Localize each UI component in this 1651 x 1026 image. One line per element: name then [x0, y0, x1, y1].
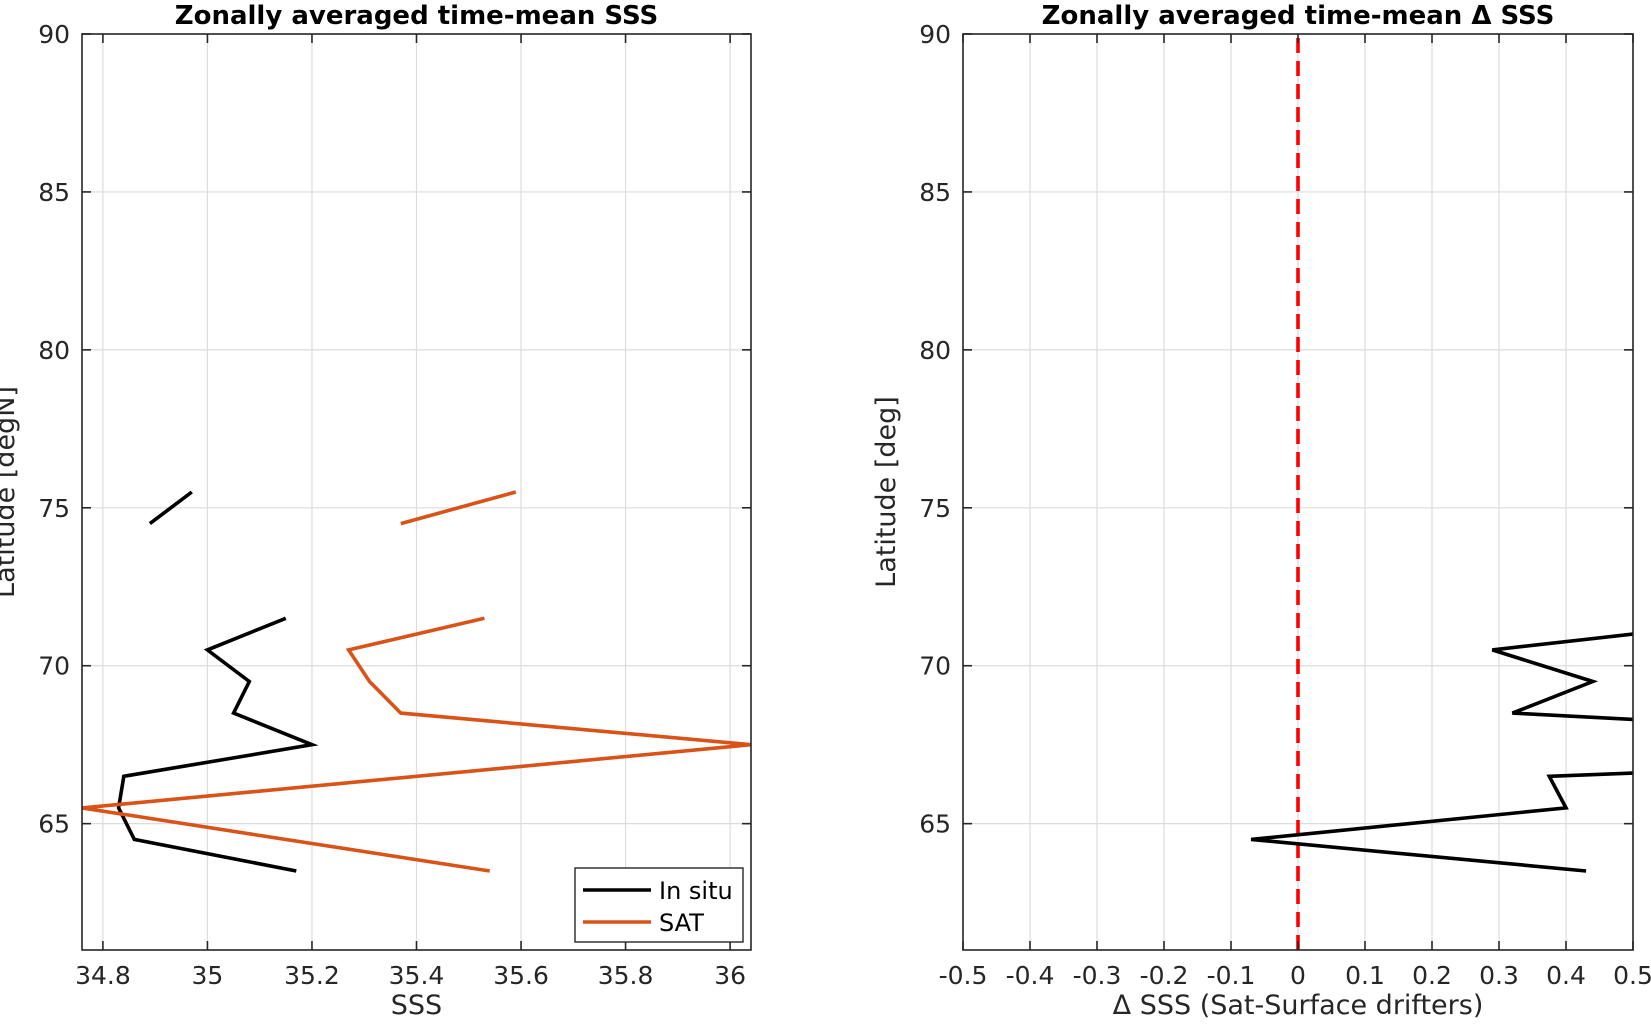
- legend-label-sat: SAT: [659, 909, 704, 937]
- left-x-tick-label: 34.8: [75, 961, 131, 990]
- left-y-tick-label: 90: [38, 20, 70, 49]
- left-series-sat-segment-0: [82, 616, 751, 873]
- right-x-tick-label: -0.5: [939, 961, 988, 990]
- right-x-tick-label: 0: [1290, 961, 1306, 990]
- right-x-tick-label: 0.2: [1412, 961, 1452, 990]
- right-x-axis-label: Δ SSS (Sat-Surface drifters): [1113, 990, 1484, 1021]
- legend-label-in-situ: In situ: [659, 877, 733, 905]
- right-y-tick-label: 90: [919, 20, 951, 49]
- left-x-tick-label: 35: [192, 961, 224, 990]
- left-legend: In situ SAT: [574, 867, 744, 943]
- left-legend-box: [574, 867, 744, 943]
- left-y-tick-label: 65: [38, 810, 70, 839]
- left-chart-title: Zonally averaged time-mean SSS: [175, 1, 659, 31]
- right-y-tick-label: 70: [919, 652, 951, 681]
- right-y-tick-label: 80: [919, 336, 951, 365]
- left-series-sat-segment-1: [400, 490, 517, 526]
- right-x-tick-label: -0.3: [1073, 961, 1122, 990]
- right-y-tick-label: 75: [919, 494, 951, 523]
- left-x-tick-label: 35.4: [389, 961, 445, 990]
- left-series-in-situ-segment-0: [116, 616, 319, 873]
- left-y-tick-label: 75: [38, 494, 70, 523]
- left-y-tick-label: 70: [38, 652, 70, 681]
- right-y-tick-label: 85: [919, 178, 951, 207]
- left-y-tick-label: 80: [38, 336, 70, 365]
- left-series-in-situ-segment-1: [148, 490, 193, 526]
- left-x-tick-label: 36: [714, 961, 746, 990]
- left-x-axis-label: SSS: [391, 990, 442, 1021]
- right-x-tick-label: -0.4: [1006, 961, 1055, 990]
- right-y-tick-label: 65: [919, 810, 951, 839]
- right-x-tick-label: 0.1: [1345, 961, 1385, 990]
- right-x-tick-label: -0.1: [1207, 961, 1256, 990]
- right-x-tick-label: -0.2: [1140, 961, 1189, 990]
- right-x-tick-label: 0.4: [1546, 961, 1586, 990]
- right-series-delta-sss-segment-1: [1491, 632, 1633, 722]
- left-x-tick-label: 35.2: [284, 961, 340, 990]
- left-x-tick-label: 35.8: [598, 961, 654, 990]
- right-chart-title: Zonally averaged time-mean Δ SSS: [1042, 1, 1555, 31]
- left-x-tick-label: 35.6: [493, 961, 549, 990]
- right-chart: -0.5 -0.4 -0.3 -0.2 -0.1 0 0.1 0.2 0.3 0.4 0.5 65 70…: [871, 1, 1651, 1021]
- right-y-axis-label: Latitude [deg]: [871, 396, 902, 588]
- right-series-delta-sss-segment-0: [1250, 771, 1633, 873]
- right-x-tick-label: 0.3: [1479, 961, 1519, 990]
- left-chart: 34.8 35 35.2 35.4 35.6 35.8 36 65 70 75 80 85 90 SSS L…: [0, 1, 752, 1021]
- left-y-axis-label: Latitude [degN]: [0, 386, 21, 598]
- right-x-tick-label: 0.5: [1613, 961, 1651, 990]
- left-y-tick-label: 85: [38, 178, 70, 207]
